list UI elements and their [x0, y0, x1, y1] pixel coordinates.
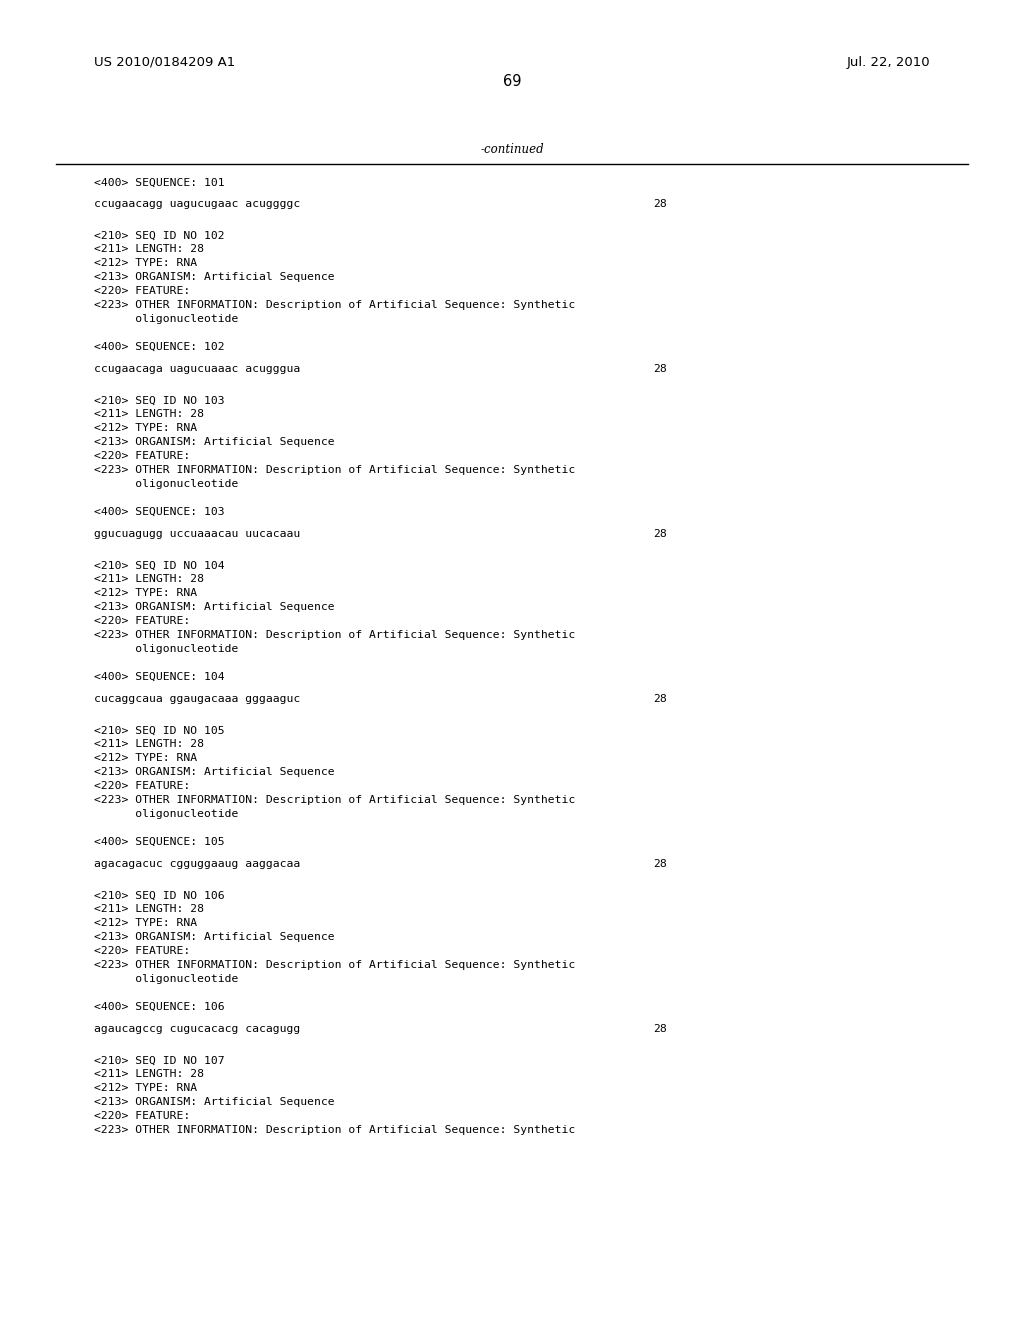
Text: agacagacuc cgguggaaug aaggacaa: agacagacuc cgguggaaug aaggacaa [94, 859, 300, 869]
Text: <212> TYPE: RNA: <212> TYPE: RNA [94, 259, 198, 268]
Text: <211> LENGTH: 28: <211> LENGTH: 28 [94, 244, 204, 255]
Text: oligonucleotide: oligonucleotide [94, 644, 239, 653]
Text: <212> TYPE: RNA: <212> TYPE: RNA [94, 589, 198, 598]
Text: -continued: -continued [480, 143, 544, 156]
Text: 28: 28 [653, 859, 667, 869]
Text: <210> SEQ ID NO 107: <210> SEQ ID NO 107 [94, 1056, 225, 1065]
Text: <211> LENGTH: 28: <211> LENGTH: 28 [94, 574, 204, 585]
Text: <220> FEATURE:: <220> FEATURE: [94, 781, 190, 791]
Text: <223> OTHER INFORMATION: Description of Artificial Sequence: Synthetic: <223> OTHER INFORMATION: Description of … [94, 630, 575, 640]
Text: <220> FEATURE:: <220> FEATURE: [94, 616, 190, 626]
Text: <211> LENGTH: 28: <211> LENGTH: 28 [94, 1069, 204, 1080]
Text: oligonucleotide: oligonucleotide [94, 479, 239, 488]
Text: <212> TYPE: RNA: <212> TYPE: RNA [94, 424, 198, 433]
Text: <223> OTHER INFORMATION: Description of Artificial Sequence: Synthetic: <223> OTHER INFORMATION: Description of … [94, 960, 575, 970]
Text: <210> SEQ ID NO 104: <210> SEQ ID NO 104 [94, 561, 225, 570]
Text: <213> ORGANISM: Artificial Sequence: <213> ORGANISM: Artificial Sequence [94, 272, 335, 282]
Text: 28: 28 [653, 694, 667, 704]
Text: <210> SEQ ID NO 105: <210> SEQ ID NO 105 [94, 726, 225, 735]
Text: <210> SEQ ID NO 106: <210> SEQ ID NO 106 [94, 891, 225, 900]
Text: <400> SEQUENCE: 101: <400> SEQUENCE: 101 [94, 178, 225, 187]
Text: <210> SEQ ID NO 103: <210> SEQ ID NO 103 [94, 396, 225, 405]
Text: <213> ORGANISM: Artificial Sequence: <213> ORGANISM: Artificial Sequence [94, 602, 335, 612]
Text: <223> OTHER INFORMATION: Description of Artificial Sequence: Synthetic: <223> OTHER INFORMATION: Description of … [94, 465, 575, 475]
Text: <212> TYPE: RNA: <212> TYPE: RNA [94, 919, 198, 928]
Text: oligonucleotide: oligonucleotide [94, 809, 239, 818]
Text: <220> FEATURE:: <220> FEATURE: [94, 286, 190, 296]
Text: 28: 28 [653, 199, 667, 209]
Text: 28: 28 [653, 364, 667, 374]
Text: <223> OTHER INFORMATION: Description of Artificial Sequence: Synthetic: <223> OTHER INFORMATION: Description of … [94, 300, 575, 310]
Text: <400> SEQUENCE: 103: <400> SEQUENCE: 103 [94, 507, 225, 517]
Text: US 2010/0184209 A1: US 2010/0184209 A1 [94, 55, 236, 69]
Text: <400> SEQUENCE: 105: <400> SEQUENCE: 105 [94, 837, 225, 847]
Text: <213> ORGANISM: Artificial Sequence: <213> ORGANISM: Artificial Sequence [94, 1097, 335, 1107]
Text: <211> LENGTH: 28: <211> LENGTH: 28 [94, 904, 204, 915]
Text: <213> ORGANISM: Artificial Sequence: <213> ORGANISM: Artificial Sequence [94, 767, 335, 777]
Text: 69: 69 [503, 74, 521, 90]
Text: <400> SEQUENCE: 102: <400> SEQUENCE: 102 [94, 342, 225, 352]
Text: <220> FEATURE:: <220> FEATURE: [94, 1111, 190, 1121]
Text: Jul. 22, 2010: Jul. 22, 2010 [846, 55, 930, 69]
Text: oligonucleotide: oligonucleotide [94, 314, 239, 323]
Text: <211> LENGTH: 28: <211> LENGTH: 28 [94, 409, 204, 420]
Text: ccugaacagg uagucugaac acuggggc: ccugaacagg uagucugaac acuggggc [94, 199, 300, 209]
Text: <213> ORGANISM: Artificial Sequence: <213> ORGANISM: Artificial Sequence [94, 437, 335, 447]
Text: <212> TYPE: RNA: <212> TYPE: RNA [94, 754, 198, 763]
Text: cucaggcaua ggaugacaaa gggaaguc: cucaggcaua ggaugacaaa gggaaguc [94, 694, 300, 704]
Text: <210> SEQ ID NO 102: <210> SEQ ID NO 102 [94, 231, 225, 240]
Text: <213> ORGANISM: Artificial Sequence: <213> ORGANISM: Artificial Sequence [94, 932, 335, 942]
Text: <220> FEATURE:: <220> FEATURE: [94, 946, 190, 956]
Text: <212> TYPE: RNA: <212> TYPE: RNA [94, 1084, 198, 1093]
Text: 28: 28 [653, 529, 667, 539]
Text: oligonucleotide: oligonucleotide [94, 974, 239, 983]
Text: ggucuagugg uccuaaacau uucacaau: ggucuagugg uccuaaacau uucacaau [94, 529, 300, 539]
Text: agaucagccg cugucacacg cacagugg: agaucagccg cugucacacg cacagugg [94, 1024, 300, 1034]
Text: 28: 28 [653, 1024, 667, 1034]
Text: <223> OTHER INFORMATION: Description of Artificial Sequence: Synthetic: <223> OTHER INFORMATION: Description of … [94, 1125, 575, 1135]
Text: <211> LENGTH: 28: <211> LENGTH: 28 [94, 739, 204, 750]
Text: <220> FEATURE:: <220> FEATURE: [94, 451, 190, 461]
Text: <223> OTHER INFORMATION: Description of Artificial Sequence: Synthetic: <223> OTHER INFORMATION: Description of … [94, 795, 575, 805]
Text: ccugaacaga uagucuaaac acugggua: ccugaacaga uagucuaaac acugggua [94, 364, 300, 374]
Text: <400> SEQUENCE: 106: <400> SEQUENCE: 106 [94, 1002, 225, 1012]
Text: <400> SEQUENCE: 104: <400> SEQUENCE: 104 [94, 672, 225, 682]
